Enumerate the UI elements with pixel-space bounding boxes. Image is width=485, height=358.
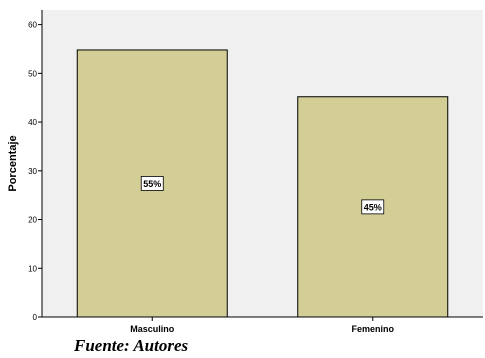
data-label-box xyxy=(140,176,164,191)
y-tick-label: 30 xyxy=(28,167,37,176)
x-axis: Masculino Femenino xyxy=(42,316,483,334)
y-tick-label: 10 xyxy=(28,264,37,273)
y-tick-label: 40 xyxy=(28,118,37,127)
y-tick-label: 0 xyxy=(33,313,38,322)
source-note: Fuente: Autores xyxy=(74,336,189,355)
data-label: 55% xyxy=(143,179,161,189)
x-tick-label: Masculino xyxy=(130,324,175,334)
y-tick-label: 20 xyxy=(28,216,37,225)
y-tick-label: 50 xyxy=(28,69,37,78)
y-axis-label: Porcentaje xyxy=(7,135,19,191)
y-tick-label: 60 xyxy=(28,21,37,30)
y-axis: 0 10 20 30 40 50 60 xyxy=(28,10,43,322)
x-tick-label: Femenino xyxy=(351,324,394,334)
data-label-box xyxy=(361,199,385,215)
data-label: 45% xyxy=(364,202,382,212)
